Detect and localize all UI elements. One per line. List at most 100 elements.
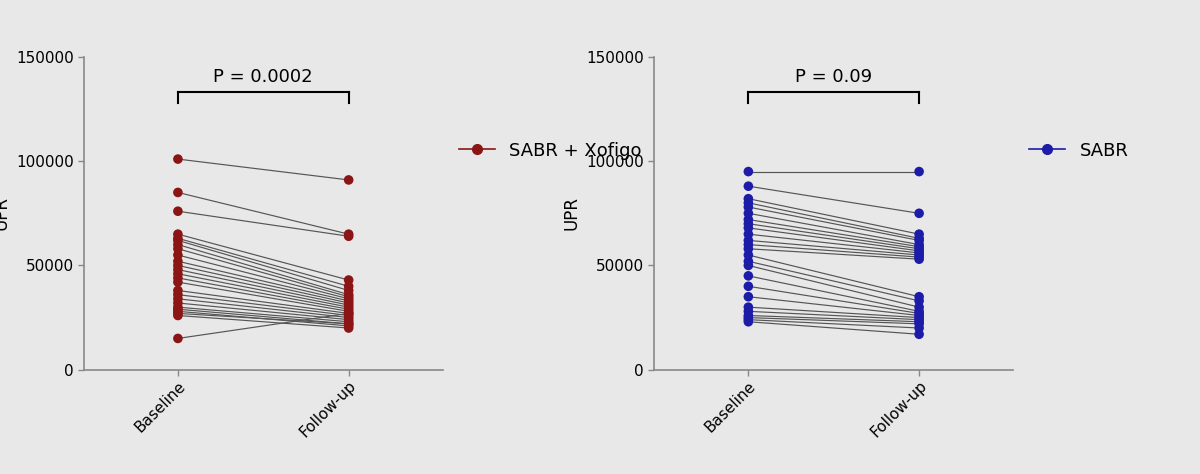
Point — [340, 305, 359, 313]
Point — [168, 274, 187, 282]
Point — [739, 203, 758, 211]
Point — [168, 278, 187, 286]
Point — [340, 310, 359, 317]
Point — [739, 245, 758, 253]
Point — [168, 189, 187, 196]
Point — [340, 295, 359, 302]
Point — [739, 199, 758, 207]
Point — [739, 272, 758, 280]
Point — [739, 283, 758, 290]
Point — [340, 310, 359, 317]
Point — [168, 251, 187, 259]
Y-axis label: UPR: UPR — [563, 196, 581, 230]
Point — [910, 312, 929, 319]
Point — [739, 195, 758, 202]
Point — [340, 293, 359, 301]
Point — [168, 245, 187, 253]
Point — [910, 241, 929, 248]
Point — [340, 312, 359, 319]
Point — [340, 324, 359, 332]
Point — [910, 230, 929, 238]
Point — [168, 303, 187, 311]
Point — [340, 299, 359, 307]
Point — [340, 230, 359, 238]
Point — [168, 208, 187, 215]
Point — [910, 314, 929, 321]
Point — [910, 303, 929, 311]
Point — [739, 314, 758, 321]
Point — [739, 316, 758, 323]
Point — [340, 287, 359, 294]
Point — [168, 241, 187, 248]
Point — [340, 314, 359, 321]
Point — [340, 301, 359, 309]
Point — [739, 224, 758, 232]
Point — [910, 324, 929, 332]
Point — [910, 251, 929, 259]
Point — [168, 308, 187, 315]
Point — [168, 235, 187, 242]
Point — [340, 232, 359, 240]
Point — [910, 310, 929, 317]
Point — [739, 241, 758, 248]
Point — [340, 320, 359, 328]
Point — [340, 283, 359, 290]
Point — [168, 295, 187, 302]
Point — [340, 303, 359, 311]
Point — [340, 322, 359, 330]
Point — [910, 320, 929, 328]
Legend: SABR + Xofigo: SABR + Xofigo — [451, 135, 649, 167]
Point — [910, 330, 929, 338]
Point — [168, 257, 187, 265]
Point — [340, 176, 359, 184]
Point — [739, 318, 758, 326]
Point — [168, 155, 187, 163]
Point — [910, 237, 929, 244]
Point — [910, 247, 929, 255]
Point — [910, 297, 929, 305]
Legend: SABR: SABR — [1022, 135, 1136, 167]
Point — [168, 266, 187, 273]
Y-axis label: UPR: UPR — [0, 196, 11, 230]
Point — [739, 220, 758, 228]
Point — [739, 303, 758, 311]
Point — [910, 293, 929, 301]
Point — [910, 316, 929, 323]
Point — [340, 320, 359, 328]
Point — [739, 257, 758, 265]
Point — [910, 308, 929, 315]
Point — [910, 235, 929, 242]
Point — [168, 335, 187, 342]
Point — [910, 253, 929, 261]
Point — [739, 230, 758, 238]
Point — [340, 276, 359, 284]
Point — [739, 182, 758, 190]
Point — [739, 216, 758, 223]
Point — [168, 270, 187, 278]
Point — [910, 318, 929, 326]
Point — [168, 230, 187, 238]
Point — [910, 168, 929, 175]
Point — [168, 305, 187, 313]
Point — [910, 243, 929, 250]
Point — [168, 237, 187, 244]
Point — [340, 318, 359, 326]
Point — [739, 293, 758, 301]
Point — [168, 312, 187, 319]
Point — [910, 255, 929, 263]
Point — [910, 210, 929, 217]
Point — [910, 245, 929, 253]
Point — [168, 262, 187, 269]
Text: P = 0.09: P = 0.09 — [796, 68, 872, 86]
Point — [739, 237, 758, 244]
Point — [739, 251, 758, 259]
Point — [739, 168, 758, 175]
Point — [168, 310, 187, 317]
Point — [739, 312, 758, 319]
Point — [910, 249, 929, 257]
Point — [340, 297, 359, 305]
Point — [340, 308, 359, 315]
Point — [340, 316, 359, 323]
Point — [168, 291, 187, 299]
Text: P = 0.0002: P = 0.0002 — [214, 68, 313, 86]
